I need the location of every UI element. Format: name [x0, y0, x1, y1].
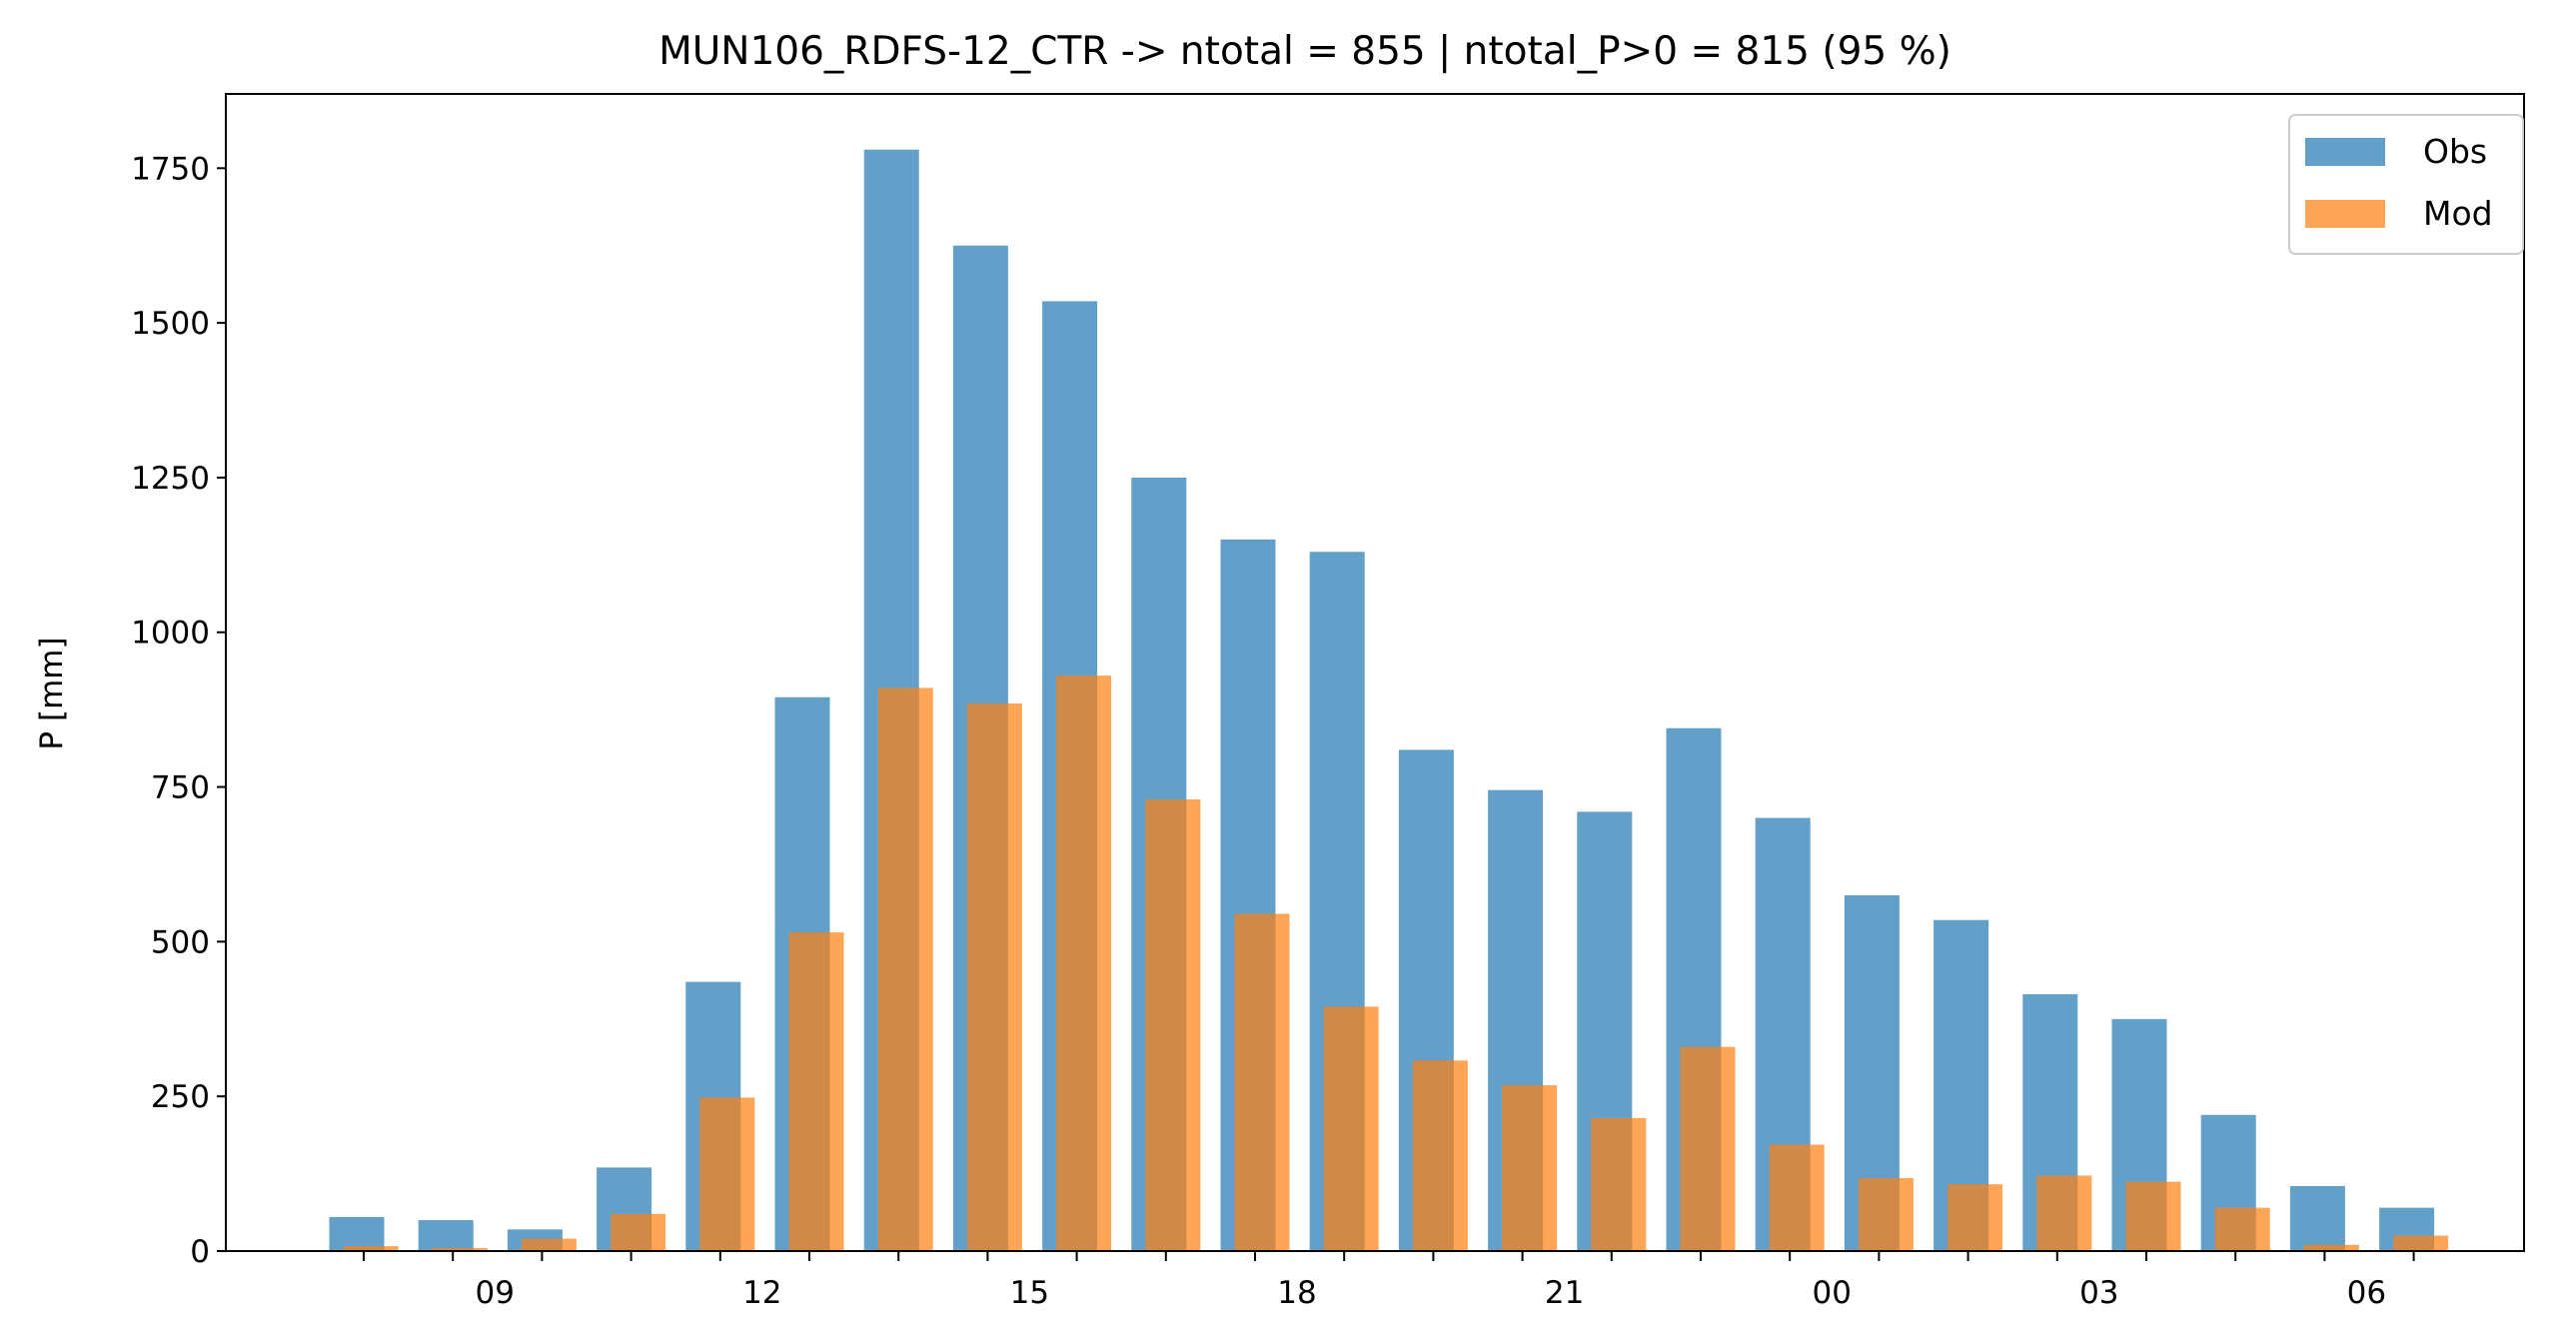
x-tick-label: 21 — [1545, 1275, 1584, 1311]
bar-mod-12 — [699, 1097, 755, 1251]
bar-mod-10 — [521, 1238, 577, 1251]
bar-mod-19 — [1323, 1006, 1379, 1251]
series-obs — [329, 149, 2435, 1252]
legend-swatch-mod — [2305, 200, 2385, 228]
plot-frame — [225, 93, 2525, 1252]
bar-mod-06 — [2303, 1244, 2359, 1251]
series-mod — [343, 675, 2449, 1251]
x-tick-label: 18 — [1277, 1275, 1316, 1311]
bar-mod-04 — [2125, 1181, 2181, 1251]
bar-mod-09 — [432, 1247, 488, 1251]
chart-title: MUN106_RDFS-12_CTR -> ntotal = 855 | nto… — [658, 29, 1951, 74]
y-tick-label: 0 — [190, 1234, 210, 1270]
bar-mod-23 — [1680, 1046, 1736, 1251]
bar-mod-05 — [2214, 1207, 2270, 1251]
x-tick-label: 06 — [2347, 1275, 2386, 1311]
x-tick-label: 00 — [1812, 1275, 1851, 1311]
x-tick-label: 12 — [742, 1275, 781, 1311]
bar-obs-06 — [2289, 1185, 2345, 1251]
bar-mod-02 — [1947, 1184, 2003, 1251]
bar-mod-17 — [1145, 798, 1201, 1251]
legend-swatch-obs — [2305, 138, 2385, 166]
axes-layer: 0 250 500 750 1000 1250 1500 1750 09 12 15 18 21 00 03… — [131, 93, 2525, 1311]
bars-layer — [329, 149, 2449, 1252]
bar-obs-08 — [329, 1216, 385, 1251]
bar-mod-16 — [1056, 675, 1112, 1251]
bar-mod-20 — [1412, 1060, 1468, 1251]
y-tick-label: 1000 — [131, 616, 210, 652]
x-tick-label: 15 — [1010, 1275, 1049, 1311]
bar-mod-07 — [2393, 1235, 2449, 1251]
legend: Obs Mod — [2288, 114, 2524, 255]
bar-mod-01 — [1858, 1177, 1914, 1251]
bar-mod-11 — [611, 1213, 666, 1251]
bar-mod-18 — [1234, 913, 1290, 1251]
bar-mod-21 — [1502, 1085, 1558, 1251]
bar-mod-14 — [877, 687, 933, 1251]
bar-mod-08 — [343, 1246, 399, 1251]
y-tick-label: 1500 — [131, 306, 210, 342]
legend-label-obs: Obs — [2423, 132, 2487, 171]
y-tick-label: 1750 — [131, 151, 210, 187]
bar-mod-15 — [966, 702, 1022, 1251]
y-axis-label: P [mm] — [34, 637, 70, 749]
y-tick-label: 1250 — [131, 461, 210, 497]
y-tick-label: 250 — [151, 1079, 210, 1115]
x-tick-label: 03 — [2079, 1275, 2118, 1311]
bar-obs-09 — [418, 1220, 474, 1251]
legend-box — [2288, 114, 2524, 255]
y-tick-label: 500 — [151, 924, 210, 960]
bar-mod-03 — [2036, 1175, 2092, 1251]
bar-mod-00 — [1769, 1144, 1825, 1251]
x-tick-label: 09 — [475, 1275, 514, 1311]
legend-label-mod: Mod — [2423, 194, 2493, 233]
y-tick-label: 750 — [151, 770, 210, 806]
bar-mod-22 — [1591, 1117, 1647, 1251]
bar-mod-13 — [788, 932, 844, 1251]
